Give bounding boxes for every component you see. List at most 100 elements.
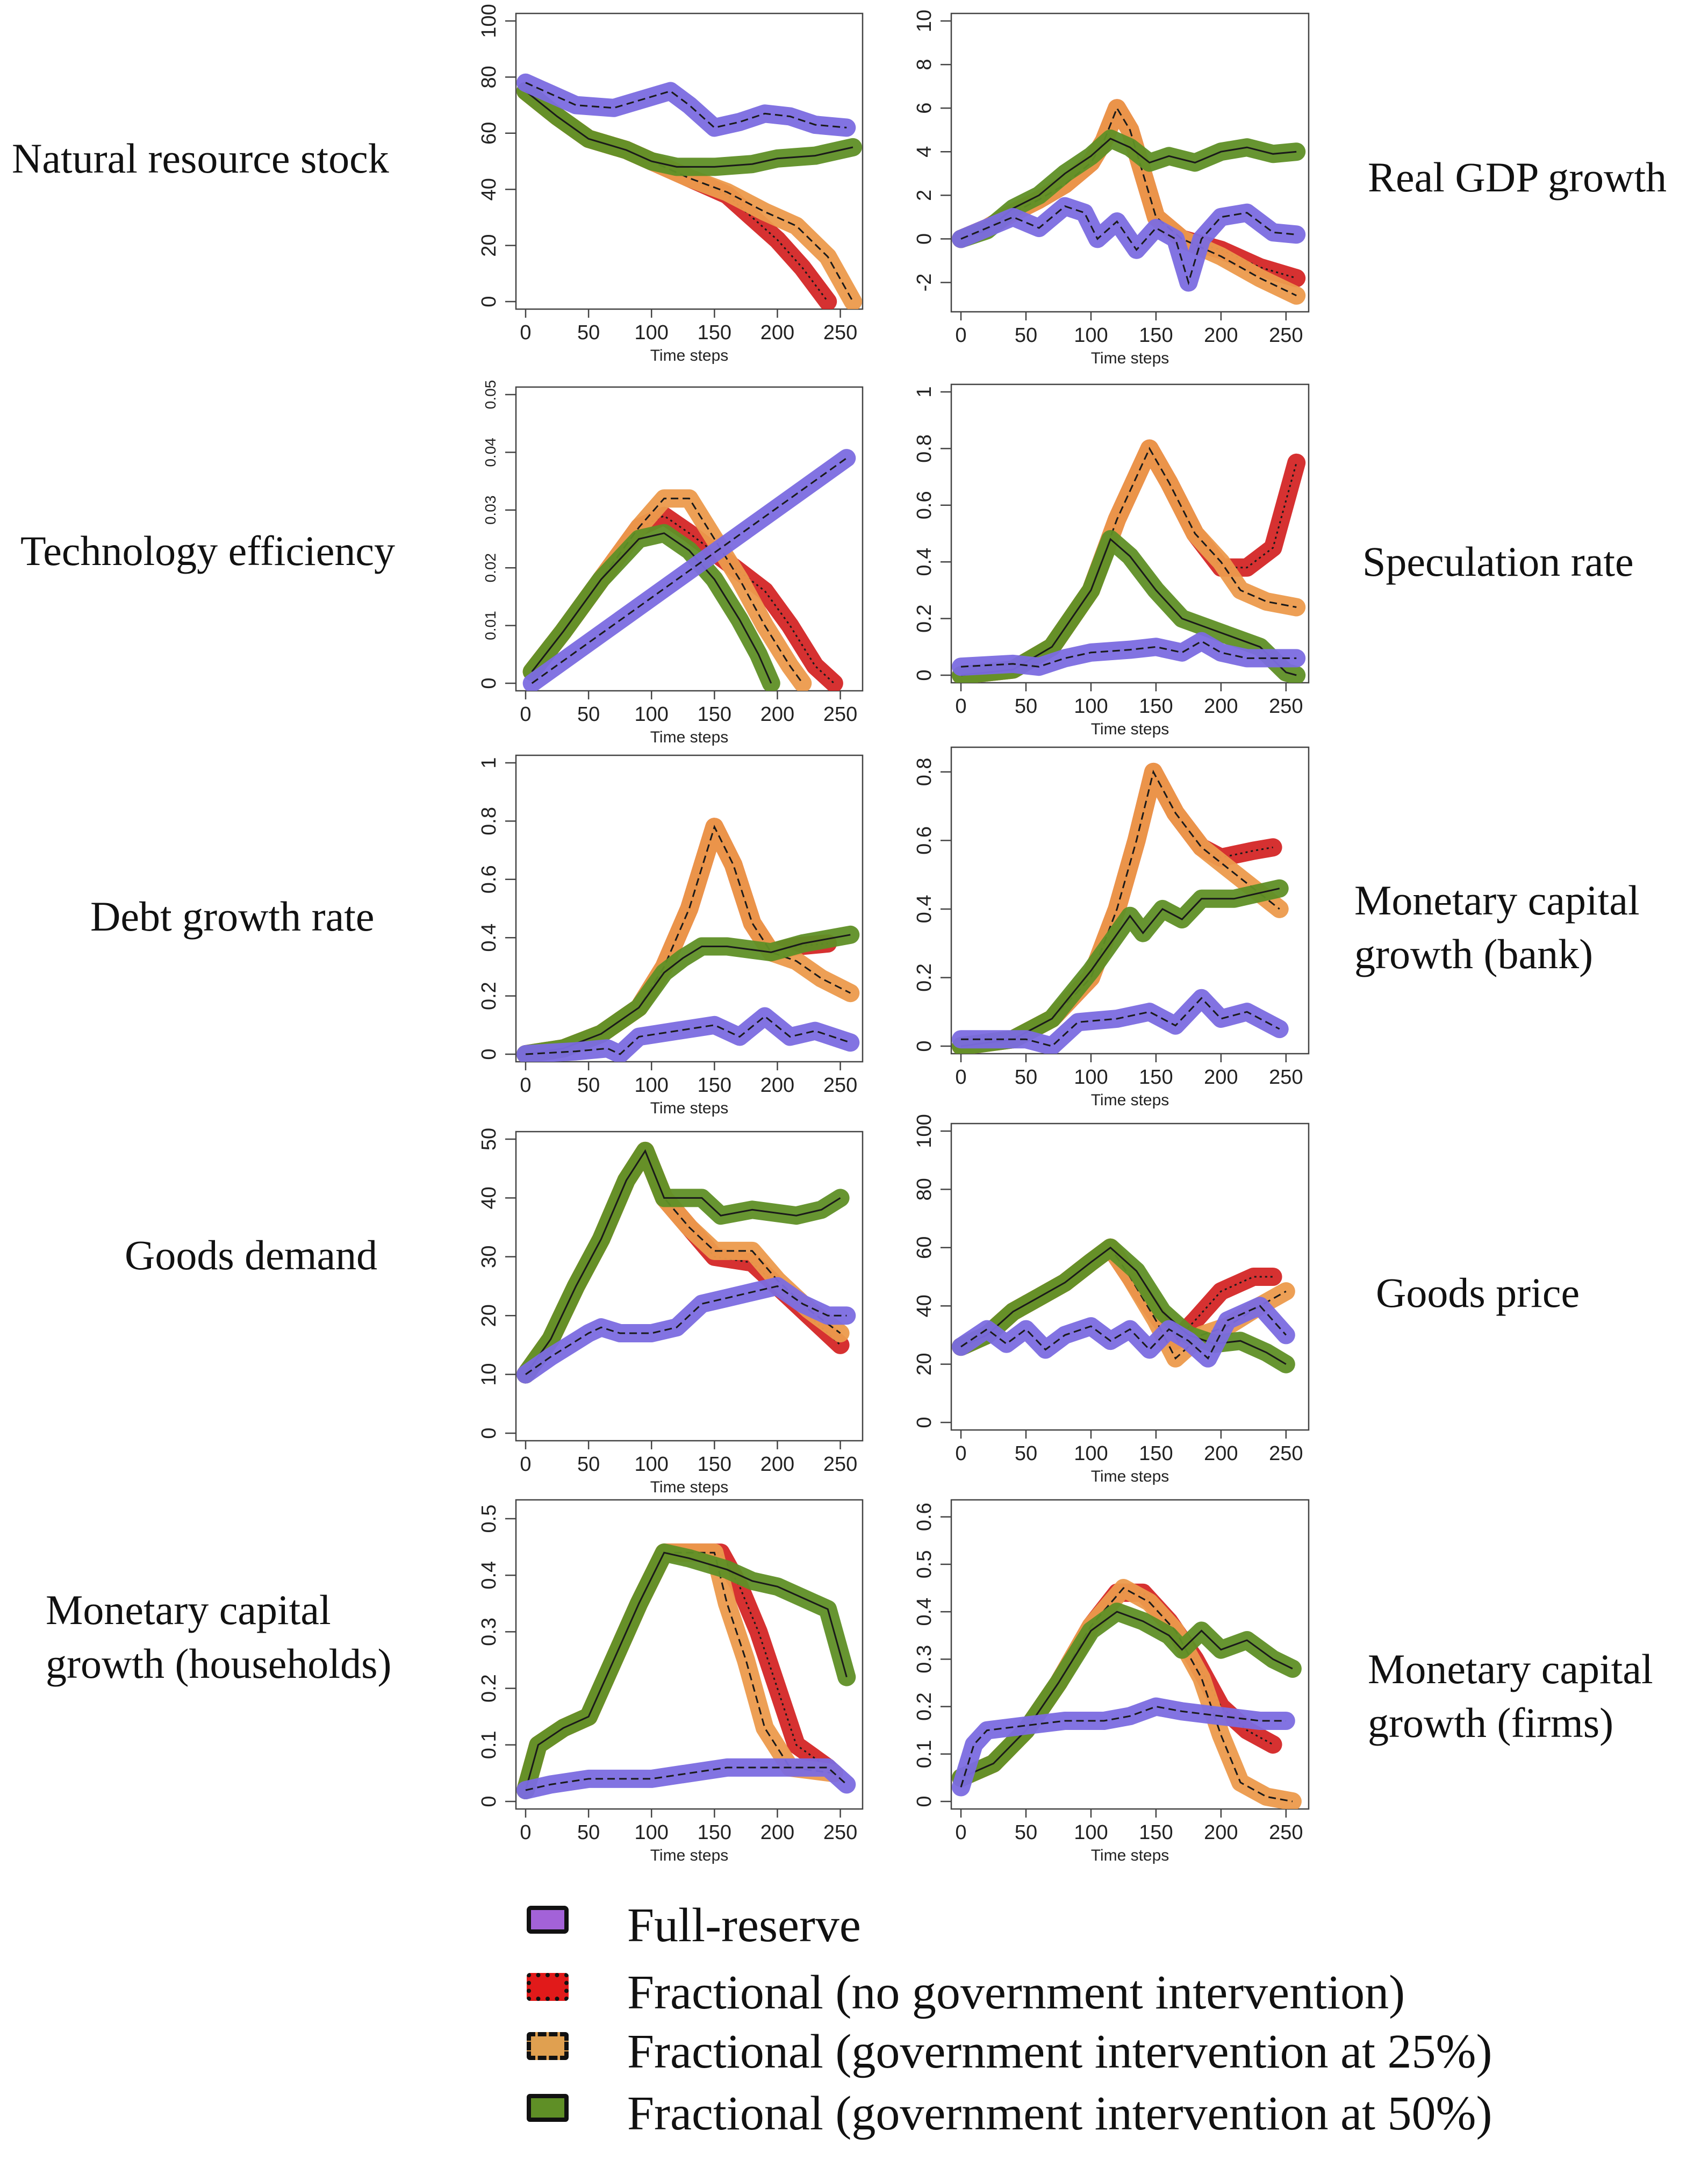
y-tick-label: 20 [478, 234, 500, 256]
x-tick-label: 200 [1204, 1066, 1238, 1089]
y-tick-label: 0 [478, 1796, 500, 1807]
y-tick-label: 40 [478, 178, 500, 201]
x-tick-label: 50 [1015, 1442, 1037, 1465]
y-tick-label: 0 [478, 677, 500, 689]
x-tick-label: 100 [635, 1821, 669, 1844]
series-line-gov-50 [960, 138, 1297, 240]
x-tick-label: 200 [760, 1453, 794, 1476]
y-tick-label: 0 [478, 1048, 500, 1060]
x-tick-label: 0 [520, 1074, 531, 1097]
x-tick-label: 200 [760, 703, 794, 726]
y-tick-label: 30 [478, 1246, 500, 1268]
panel-goods-demand: 0 10 20 30 40 50 0 50 100 150 200 250 Time steps [478, 1128, 864, 1496]
x-tick-label: 200 [1204, 695, 1238, 718]
series-line-gov-50 [531, 532, 772, 684]
y-tick-label: 0.2 [478, 982, 500, 1010]
x-axis-label: Time steps [1091, 1468, 1169, 1485]
row-label-technology-efficiency: Technology efficiency [20, 527, 395, 574]
x-tick-label: 50 [1015, 695, 1037, 718]
x-tick-label: 100 [1074, 1821, 1108, 1844]
x-tick-label: 200 [1204, 324, 1238, 347]
x-tick-label: 50 [1015, 1821, 1037, 1844]
row-label-natural-resource-stock: Natural resource stock [12, 135, 389, 182]
y-tick-label: 0.2 [478, 1674, 500, 1703]
x-axis-label: Time steps [1091, 1091, 1169, 1109]
y-tick-label: 0 [913, 1040, 936, 1052]
x-axis-label: Time steps [1091, 720, 1169, 738]
series-line-no-intervention [960, 1246, 1273, 1348]
x-tick-label: 0 [520, 1821, 531, 1844]
x-tick-label: 150 [698, 321, 731, 344]
x-tick-label: 200 [1204, 1821, 1238, 1844]
y-tick-label: 2 [913, 190, 936, 201]
x-tick-label: 250 [823, 321, 857, 344]
x-tick-label: 200 [760, 321, 794, 344]
x-tick-label: 100 [1074, 324, 1108, 347]
y-tick-label: 1 [913, 386, 936, 397]
x-tick-label: 100 [635, 1074, 669, 1097]
y-tick-label: 60 [913, 1236, 936, 1259]
series-line-gov-50 [960, 888, 1280, 1047]
x-axis-label: Time steps [650, 347, 729, 364]
x-tick-label: 0 [520, 703, 531, 726]
x-tick-label: 150 [1139, 695, 1173, 718]
y-tick-label: 0.05 [482, 380, 499, 410]
x-tick-label: 50 [577, 703, 600, 726]
y-tick-label: 0.6 [913, 491, 936, 519]
y-tick-label: 0.02 [482, 553, 499, 583]
y-tick-label: 0.2 [913, 604, 936, 633]
series-line-gov-25 [525, 825, 851, 1055]
y-tick-label: 0.5 [913, 1550, 936, 1578]
y-tick-label: 40 [478, 1186, 500, 1209]
x-tick-label: 0 [955, 324, 966, 347]
series-line-full-reserve [960, 1305, 1287, 1360]
panel-monetary-capital-growth-bank: 0 0.2 0.4 0.6 0.8 0 50 100 150 200 250 Time steps [913, 746, 1310, 1109]
x-tick-label: 200 [1204, 1442, 1238, 1465]
y-tick-label: 0.1 [913, 1740, 936, 1768]
x-tick-label: 250 [1269, 695, 1303, 718]
x-tick-label: 0 [955, 1442, 966, 1465]
x-tick-label: 150 [698, 703, 731, 726]
y-tick-label: 10 [478, 1363, 500, 1385]
y-tick-label: 0.4 [478, 924, 500, 952]
panel-monetary-capital-growth-households: 0 0.1 0.2 0.3 0.4 0.5 0 50 100 150 200 250 Time step… [478, 1499, 864, 1864]
legend-swatch-gov-25 [527, 2032, 569, 2060]
x-tick-label: 100 [1074, 1066, 1108, 1089]
y-tick-label: 80 [478, 66, 500, 88]
legend-item-gov-25: Fractional (government intervention at 2… [524, 2024, 1706, 2089]
series-line-gov-50 [525, 1551, 848, 1791]
y-tick-label: 20 [478, 1304, 500, 1327]
x-tick-label: 250 [823, 1821, 857, 1844]
plot-frame [950, 383, 1310, 684]
row-label-real-gdp-growth: Real GDP growth [1368, 154, 1667, 201]
y-tick-label: 0.6 [478, 865, 500, 893]
x-tick-label: 100 [1074, 695, 1108, 718]
y-tick-label: 0.1 [478, 1730, 500, 1759]
x-tick-label: 250 [823, 703, 857, 726]
x-tick-label: 50 [577, 1453, 600, 1476]
panel-technology-efficiency: 0 0.01 0.02 0.03 0.04 0.05 0 50 100 150 200 250 Time… [478, 380, 864, 746]
row-label-speculation-rate: Speculation rate [1362, 538, 1634, 585]
y-tick-label: 50 [478, 1128, 500, 1150]
y-tick-label: 10 [913, 10, 936, 32]
legend-label-no-intervention: Fractional (no government intervention) [627, 1966, 1405, 2019]
legend-item-no-intervention: Fractional (no government intervention) [524, 1965, 1706, 2029]
y-tick-label: 80 [913, 1178, 936, 1200]
series-line-full-reserve [960, 205, 1297, 285]
panel-monetary-capital-growth-firms: 0 0.1 0.2 0.3 0.4 0.5 0.6 0 50 100 150 200 250 Time s… [913, 1499, 1310, 1864]
series-line-full-reserve [525, 1767, 848, 1791]
series-line-gov-50 [960, 1246, 1287, 1365]
y-tick-label: 8 [913, 59, 936, 70]
x-tick-label: 150 [1139, 324, 1173, 347]
y-tick-label: 40 [913, 1295, 936, 1317]
x-axis-label: Time steps [650, 1847, 729, 1864]
x-tick-label: 200 [760, 1821, 794, 1844]
x-tick-label: 250 [823, 1074, 857, 1097]
x-tick-label: 0 [520, 321, 531, 344]
row-label-goods-demand: Goods demand [125, 1232, 378, 1278]
y-tick-label: 0.2 [913, 963, 936, 992]
x-axis-label: Time steps [650, 1478, 729, 1496]
y-tick-label: 0.4 [478, 1561, 500, 1590]
